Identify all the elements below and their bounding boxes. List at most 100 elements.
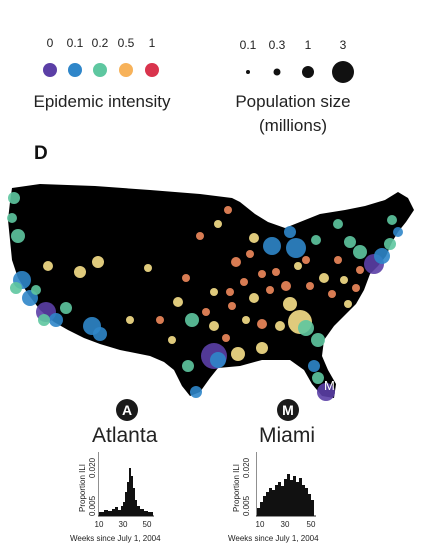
city-bubble: [340, 276, 348, 284]
city-bubble: [246, 250, 254, 258]
city-bubble: [281, 281, 291, 291]
atlanta-ili-histogram: [98, 452, 154, 517]
city-bubble: [306, 282, 314, 290]
miami-ili-histogram: [256, 452, 316, 517]
city-bubble: [286, 238, 306, 258]
city-bubble: [311, 235, 321, 245]
city-bubble: [374, 248, 390, 264]
city-bubble: [302, 256, 310, 264]
city-bubble: [272, 268, 280, 276]
population-tick-0.1: 0.1: [239, 38, 257, 52]
atlanta-name: Atlanta: [92, 424, 158, 447]
city-bubble: [240, 278, 248, 286]
city-bubble: [210, 288, 218, 296]
intensity-swatch-0.1: [68, 63, 82, 77]
city-bubble: [312, 372, 324, 384]
city-bubble: [8, 192, 20, 204]
atlanta-ytick-0.020: 0.020: [88, 457, 97, 478]
map-marker-miami: M: [324, 378, 335, 393]
city-bubble: [224, 206, 232, 214]
city-bubble: [173, 297, 183, 307]
miami-ili-series: [257, 474, 314, 516]
population-tick-1: 1: [304, 38, 312, 52]
city-bubble: [344, 236, 356, 248]
city-bubble: [311, 333, 325, 347]
city-bubble: [275, 321, 285, 331]
population-dot-0.1: [246, 70, 250, 74]
city-bubble: [228, 302, 236, 310]
city-bubble: [263, 237, 281, 255]
intensity-tick-1: 1: [148, 36, 156, 50]
city-bubble: [182, 274, 190, 282]
city-bubble: [249, 293, 259, 303]
city-bubble: [266, 286, 274, 294]
city-bubbles: [7, 192, 403, 401]
city-bubble: [185, 313, 199, 327]
city-bubble: [384, 238, 396, 250]
population-dot-0.3: [273, 68, 281, 76]
population-dot-1: [302, 66, 314, 78]
city-bubble: [190, 386, 202, 398]
intensity-tick-0.2: 0.2: [91, 36, 109, 50]
city-bubble: [231, 257, 241, 267]
city-bubble: [10, 282, 22, 294]
city-bubble: [202, 308, 210, 316]
city-bubble: [242, 316, 250, 324]
city-bubble: [257, 319, 267, 329]
city-bubble: [49, 313, 63, 327]
intensity-swatch-0.2: [93, 63, 107, 77]
miami-xtick-10: 10: [255, 520, 265, 529]
city-bubble: [328, 290, 336, 298]
intensity-legend-title: Epidemic intensity: [33, 92, 171, 111]
miami-xtick-30: 30: [280, 520, 290, 529]
intensity-swatches: [43, 63, 159, 77]
population-tick-0.3: 0.3: [268, 38, 286, 52]
city-bubble: [126, 316, 134, 324]
city-bubble: [352, 284, 360, 292]
city-bubble: [31, 285, 41, 295]
city-bubble: [156, 316, 164, 324]
city-bubble: [393, 227, 403, 237]
city-bubble: [222, 334, 230, 342]
intensity-tick-0.1: 0.1: [66, 36, 84, 50]
panel-label: D: [34, 143, 48, 164]
miami-xtick-50: 50: [306, 520, 316, 529]
atlanta-xtick-10: 10: [94, 520, 104, 529]
city-bubble: [387, 215, 397, 225]
atlanta-x-axis-label: Weeks since July 1, 2004: [70, 534, 161, 543]
intensity-tick-0.5: 0.5: [117, 36, 135, 50]
atlanta-badge: A: [116, 399, 138, 421]
city-bubble: [334, 256, 342, 264]
city-bubble: [74, 266, 86, 278]
city-bubble: [231, 347, 245, 361]
miami-badge: M: [277, 399, 299, 421]
city-bubble: [258, 270, 266, 278]
city-bubble: [226, 288, 234, 296]
city-bubble: [7, 213, 17, 223]
city-bubble: [256, 342, 268, 354]
miami-ytick-0.020: 0.020: [242, 457, 251, 478]
city-bubble: [210, 352, 226, 368]
atlanta-y-axis-label: Proportion ILI: [78, 463, 87, 512]
city-bubble: [249, 233, 259, 243]
us-map: M: [7, 184, 414, 401]
miami-x-axis-label: Weeks since July 1, 2004: [228, 534, 319, 543]
city-bubble: [356, 266, 364, 274]
intensity-swatch-0.5: [119, 63, 133, 77]
city-bubble: [333, 219, 343, 229]
miami-name: Miami: [259, 424, 315, 447]
population-legend-title-line1: Population size: [235, 92, 351, 111]
city-bubble: [182, 360, 194, 372]
city-bubble: [11, 229, 25, 243]
city-bubble: [43, 261, 53, 271]
city-bubble: [319, 273, 329, 283]
city-bubble: [294, 262, 302, 270]
city-bubble: [344, 300, 352, 308]
atlanta-ili-series: [99, 468, 153, 516]
city-bubble: [60, 302, 72, 314]
city-bubble: [317, 383, 335, 401]
city-bubble: [144, 264, 152, 272]
miami-ytick-0.005: 0.005: [242, 495, 251, 516]
city-bubble: [298, 320, 314, 336]
city-bubble: [214, 220, 222, 228]
